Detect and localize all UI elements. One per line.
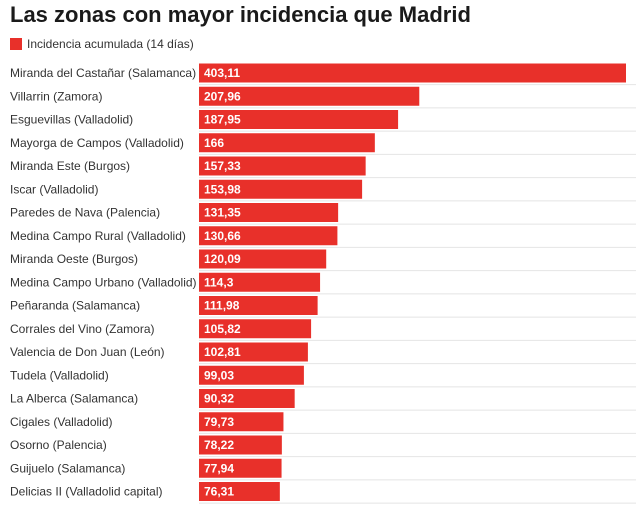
category-label: Peñaranda (Salamanca) xyxy=(10,299,140,313)
category-label: Tudela (Valladolid) xyxy=(10,368,109,382)
bar xyxy=(199,63,626,83)
chart-title: Las zonas con mayor incidencia que Madri… xyxy=(10,2,471,27)
category-label: Valencia de Don Juan (León) xyxy=(10,345,165,359)
value-label: 403,11 xyxy=(204,66,240,80)
value-label: 114,3 xyxy=(204,275,234,289)
category-label: Villarrin (Zamora) xyxy=(10,89,102,103)
bar xyxy=(199,249,327,269)
value-label: 187,95 xyxy=(204,113,241,127)
legend-swatch xyxy=(10,38,22,50)
category-label: Guijuelo (Salamanca) xyxy=(10,461,125,475)
value-label: 120,09 xyxy=(204,252,241,266)
bar xyxy=(199,412,284,432)
category-label: Miranda Este (Burgos) xyxy=(10,159,130,173)
bar xyxy=(199,296,318,315)
category-label: Cigales (Valladolid) xyxy=(10,415,113,429)
value-label: 105,82 xyxy=(204,322,241,336)
value-label: 76,31 xyxy=(204,485,234,499)
bar xyxy=(199,435,282,455)
bar xyxy=(199,319,312,339)
category-label: La Alberca (Salamanca) xyxy=(10,392,138,406)
bar xyxy=(199,482,280,501)
value-label: 207,96 xyxy=(204,89,241,103)
bar xyxy=(199,272,321,292)
bar xyxy=(199,389,295,408)
value-label: 157,33 xyxy=(204,159,241,173)
category-label: Miranda del Castañar (Salamanca) xyxy=(10,66,196,80)
category-label: Medina Campo Rural (Valladolid) xyxy=(10,229,186,243)
value-label: 130,66 xyxy=(204,229,241,243)
value-label: 77,94 xyxy=(204,461,234,475)
category-label: Esguevillas (Valladolid) xyxy=(10,113,133,127)
bar xyxy=(199,226,338,246)
value-label: 78,22 xyxy=(204,438,234,452)
legend-label: Incidencia acumulada (14 días) xyxy=(27,37,194,51)
value-label: 102,81 xyxy=(204,345,241,359)
value-label: 153,98 xyxy=(204,182,241,196)
bar xyxy=(199,365,304,385)
category-label: Osorno (Palencia) xyxy=(10,438,107,452)
category-label: Delicias II (Valladolid capital) xyxy=(10,485,163,499)
value-label: 99,03 xyxy=(204,368,234,382)
category-label: Corrales del Vino (Zamora) xyxy=(10,322,155,336)
bar xyxy=(199,179,363,199)
bar xyxy=(199,458,282,478)
category-label: Mayorga de Campos (Valladolid) xyxy=(10,136,184,150)
bar xyxy=(199,86,420,106)
value-label: 131,35 xyxy=(204,206,241,220)
bar xyxy=(199,203,339,222)
legend: Incidencia acumulada (14 días) xyxy=(10,37,194,51)
value-label: 166 xyxy=(204,136,224,150)
category-label: Medina Campo Urbano (Valladolid) xyxy=(10,275,197,289)
value-label: 79,73 xyxy=(204,415,234,429)
bar xyxy=(199,110,399,129)
bar xyxy=(199,156,366,176)
bar xyxy=(199,342,308,362)
value-label: 111,98 xyxy=(204,299,240,313)
bar xyxy=(199,133,375,153)
value-label: 90,32 xyxy=(204,392,234,406)
category-label: Iscar (Valladolid) xyxy=(10,182,98,196)
category-label: Miranda Oeste (Burgos) xyxy=(10,252,138,266)
category-label: Paredes de Nava (Palencia) xyxy=(10,206,160,220)
